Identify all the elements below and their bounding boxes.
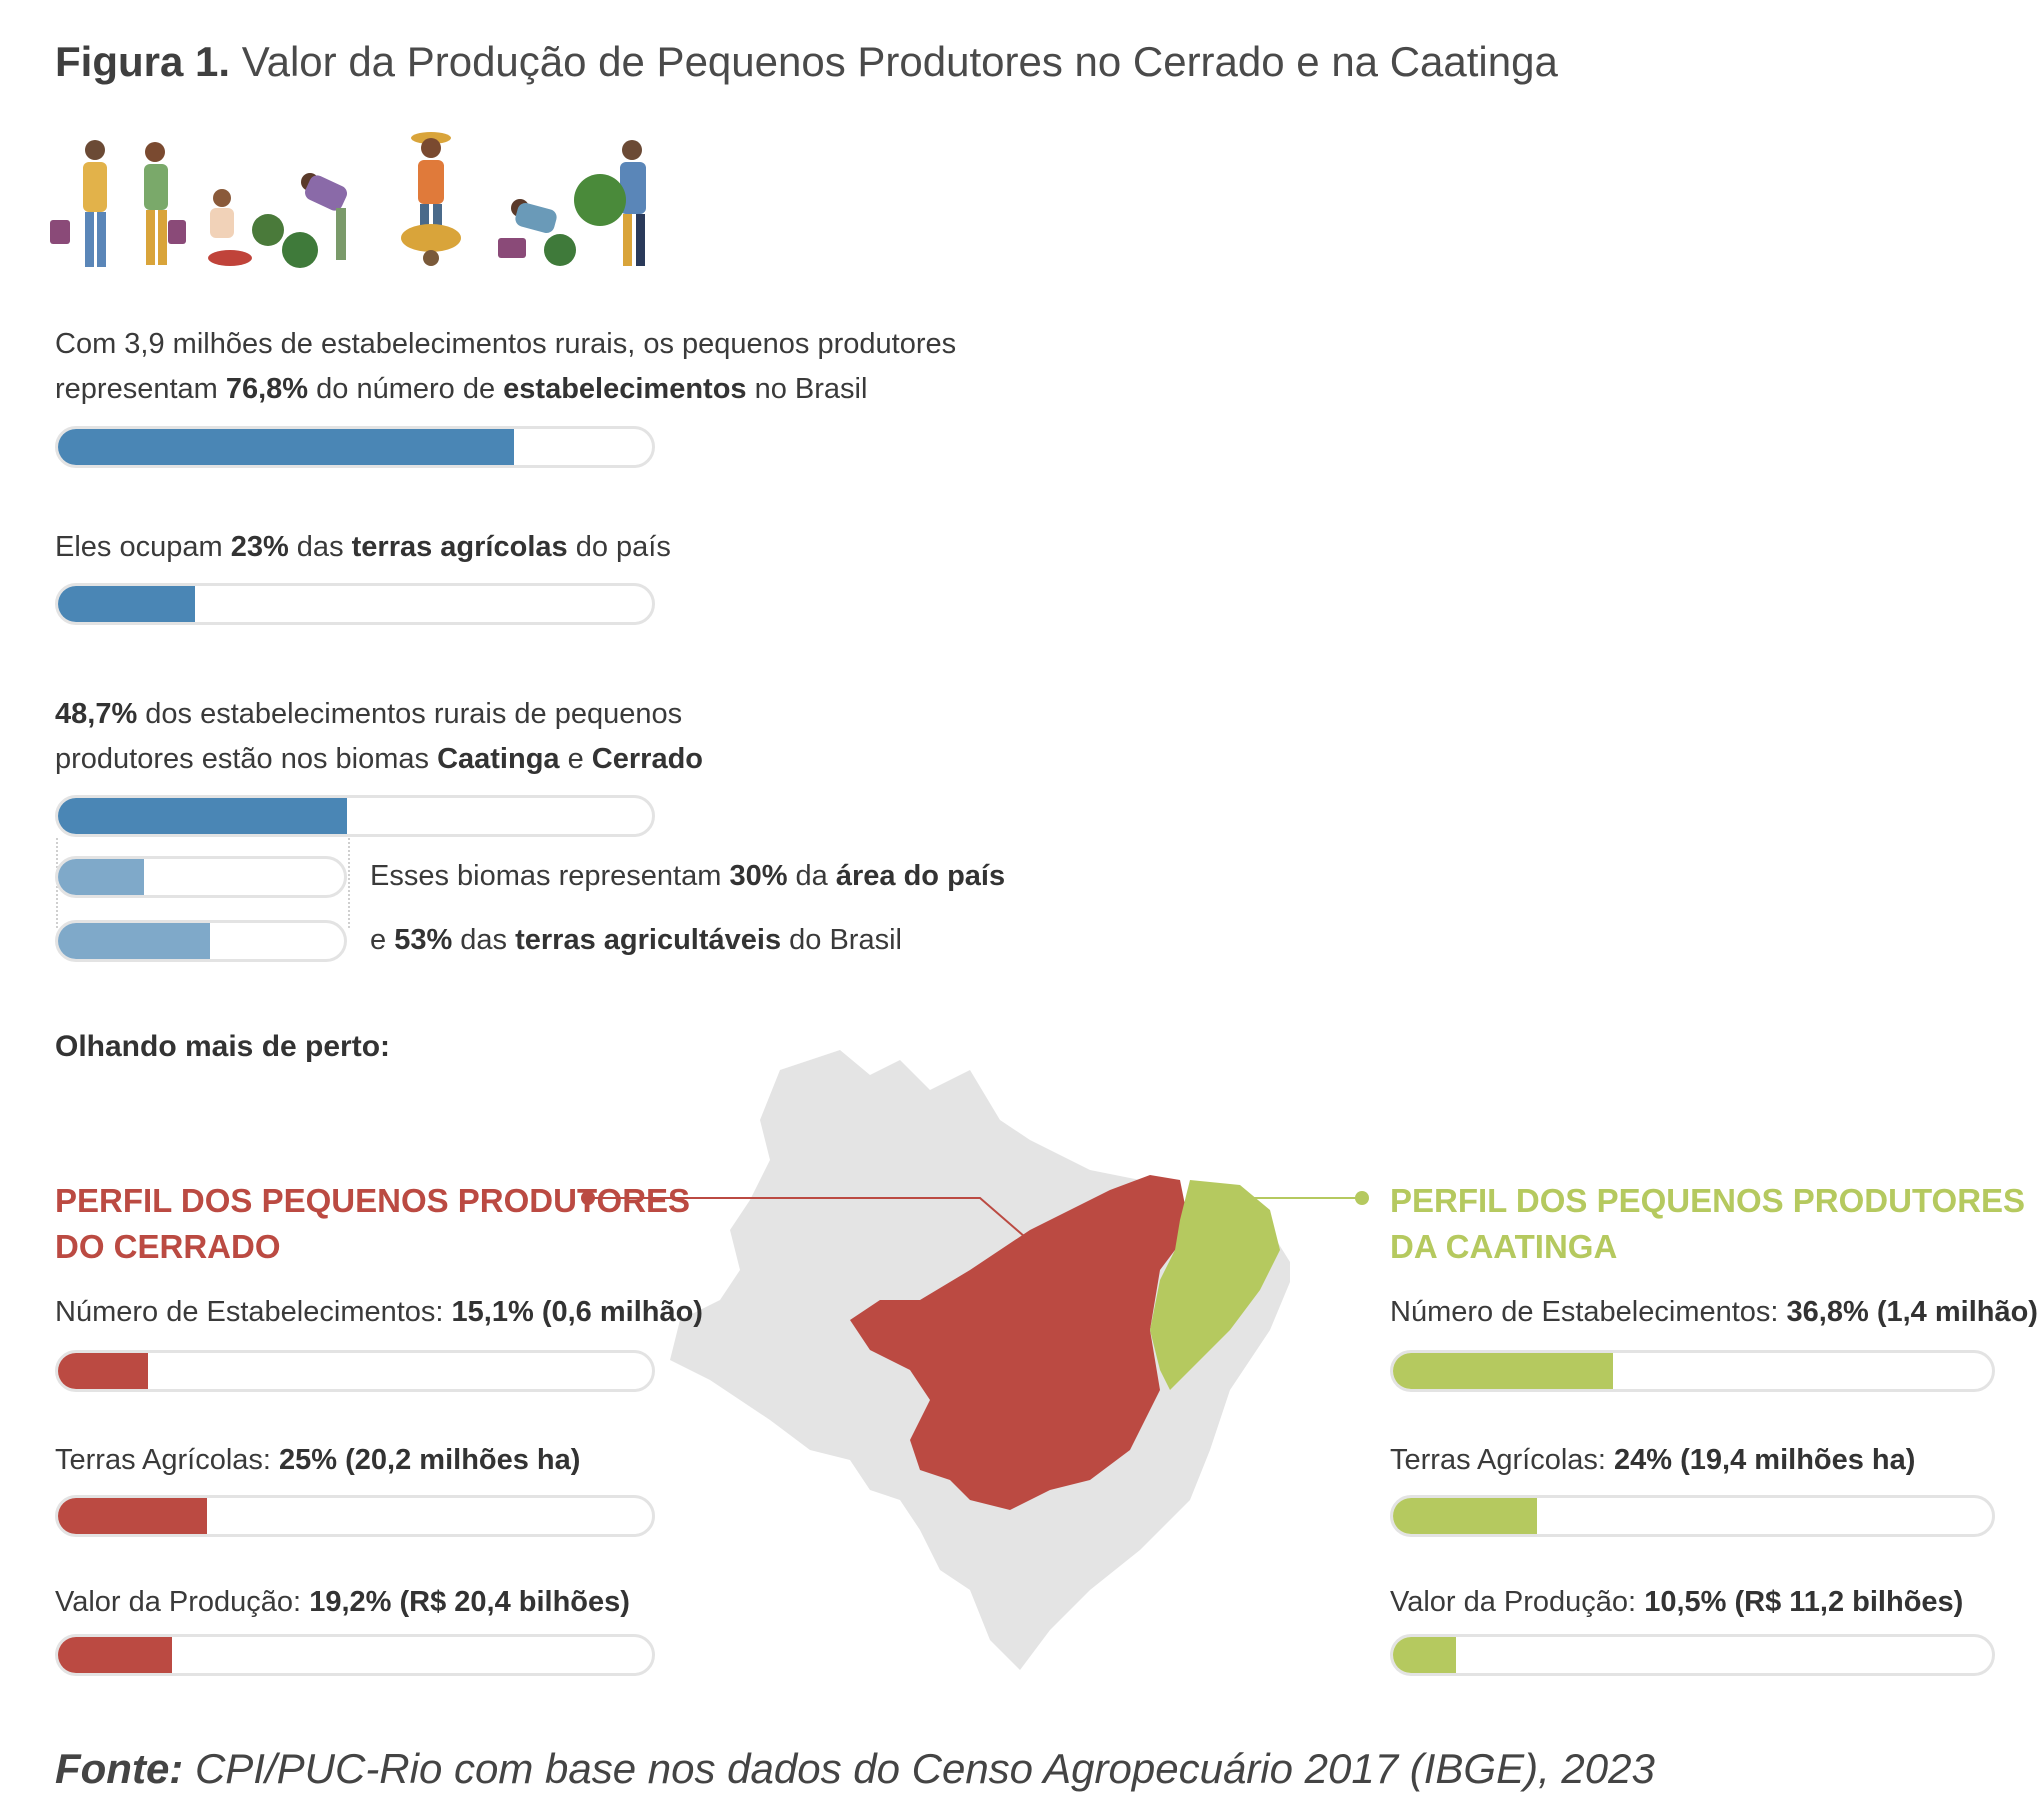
figure-title: Figura 1. Valor da Produção de Pequenos … [55,38,1558,86]
cerrado-row-2-text: Terras Agrícolas: 25% (20,2 milhões ha) [55,1444,581,1476]
cerrado-connector-line [588,1197,1041,1251]
cerrado-row-1-bar-fill [58,1353,148,1389]
farmer-4-icon [282,173,347,268]
cerrado-row-1-bar [55,1350,655,1392]
cerrado-row-2-bar-fill [58,1498,207,1534]
caatinga-row-1-bar-fill [1393,1353,1614,1389]
stat4-bar-fill [58,859,144,895]
source-note: Fonte: CPI/PUC-Rio com base nos dados do… [55,1745,1655,1793]
stat2-bar-fill [58,586,195,622]
stat5-bar [55,920,347,962]
stat4-text: Esses biomas representam 30% da área do … [370,860,1006,892]
farmer-7-icon [574,140,646,266]
caatinga-row-3-bar [1390,1634,1995,1676]
cerrado-row-3-text: Valor da Produção: 19,2% (R$ 20,4 bilhõe… [55,1586,630,1618]
stat3-line1: 48,7% dos estabelecimentos rurais de peq… [55,698,683,730]
cerrado-row-3-bar-fill [58,1637,173,1673]
cerrado-row-1-text: Número de Estabelecimentos: 15,1% (0,6 m… [55,1296,703,1328]
stat1-text: Com 3,9 milhões de estabelecimentos rura… [55,322,956,412]
stat4-bar [55,856,347,898]
stat2-text: Eles ocupam 23% das terras agrícolas do … [55,531,671,563]
farmer-5-icon [401,132,461,266]
stat5-text: e 53% das terras agricultáveis do Brasil [370,924,902,956]
stat3-bar [55,795,655,837]
caatinga-region-shape [1150,1180,1280,1390]
stat3-line2: produtores estão nos biomas Caatinga e C… [55,743,703,775]
caatinga-row-2-text: Terras Agrícolas: 24% (19,4 milhões ha) [1390,1444,1916,1476]
caatinga-row-3-bar-fill [1393,1637,1456,1673]
stat1-bar-fill [58,429,515,465]
stat1-bar [55,426,655,468]
cerrado-heading-line2: DO CERRADO [55,1228,281,1265]
source-text: CPI/PUC-Rio com base nos dados do Censo … [183,1745,1655,1792]
olhando-heading: Olhando mais de perto: [55,1030,391,1063]
stat1-line1: Com 3,9 milhões de estabelecimentos rura… [55,328,957,360]
farmer-6-icon [498,199,576,266]
stat3-text: 48,7% dos estabelecimentos rurais de peq… [55,692,703,782]
source-label: Fonte: [55,1745,184,1792]
caatinga-heading-line1: PERFIL DOS PEQUENOS PRODUTORES [1390,1182,2026,1219]
caatinga-heading-line2: DA CAATINGA [1390,1228,1618,1265]
caatinga-row-2-bar-fill [1393,1498,1537,1534]
cerrado-region-shape [850,1175,1190,1510]
connector-lines-icon [581,1191,1369,1251]
caatinga-row-2-bar [1390,1495,1995,1537]
stat3-bar-fill [58,798,348,834]
cerrado-heading: PERFIL DOS PEQUENOS PRODUTORES DO CERRAD… [55,1178,690,1270]
stat1-line2: representam 76,8% do número de estabelec… [55,373,868,405]
stat2-bar [55,583,655,625]
figure-label: Figura 1. [55,38,231,85]
farmers-illustration-icon [50,132,646,268]
caatinga-row-1-text: Número de Estabelecimentos: 36,8% (1,4 m… [1390,1296,2038,1328]
stat5-bar-fill [58,923,210,959]
cerrado-row-2-bar [55,1495,655,1537]
cerrado-heading-line1: PERFIL DOS PEQUENOS PRODUTORES [55,1182,691,1219]
brazil-map-icon [670,1050,1290,1670]
figure-title-text: Valor da Produção de Pequenos Produtores… [241,38,1558,85]
farmer-3-icon [208,189,284,266]
farmer-2-icon [144,142,186,265]
caatinga-heading: PERFIL DOS PEQUENOS PRODUTORES DA CAATIN… [1390,1178,2025,1270]
caatinga-row-1-bar [1390,1350,1995,1392]
caatinga-row-3-text: Valor da Produção: 10,5% (R$ 11,2 bilhõe… [1390,1586,1964,1618]
cerrado-row-3-bar [55,1634,655,1676]
farmer-1-icon [50,140,107,267]
